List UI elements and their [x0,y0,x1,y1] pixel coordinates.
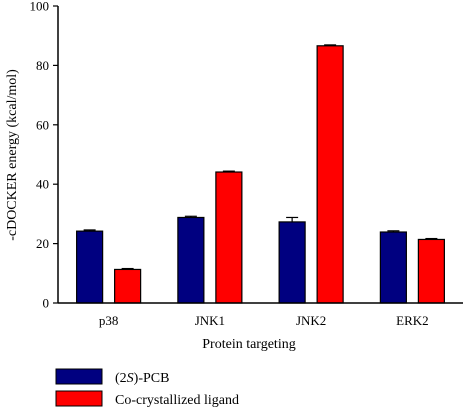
x-axis-title: Protein targeting [202,337,295,352]
legend-swatch-series-2 [55,390,103,407]
x-tick-label-p38: p38 [99,313,119,328]
x-axis-ticks: p38 JNK1 JNK2 ERK2 [99,313,429,328]
bar-series-1-JNK1 [177,216,205,304]
bar-series-2-JNK2 [316,45,344,304]
bar-series-1-JNK2 [278,221,306,304]
y-tick-label: 20 [36,236,49,251]
legend-label-series-1: (2S)-PCB [115,371,169,386]
bars-group [76,44,445,304]
x-tick-label-JNK2: JNK2 [296,313,326,328]
y-tick-label: 0 [43,296,50,311]
bar-series-2-ERK2 [417,238,445,304]
legend-label-series-2: Co-crystallized ligand [115,393,239,408]
bar-series-1-ERK2 [379,231,407,304]
y-axis-title: -cDOCKER energy (kcal/mol) [5,69,20,241]
y-tick-label: 100 [30,0,50,14]
x-tick-label-ERK2: ERK2 [396,313,429,328]
legend-swatch-series-1 [55,368,103,385]
axes-group [57,6,463,304]
x-tick-label-JNK1: JNK1 [195,313,225,328]
y-tick-label: 40 [36,177,49,192]
bar-series-2-JNK1 [215,171,243,304]
bar-series-1-p38 [76,230,104,304]
y-axis-ticks: 0 20 40 60 80 100 [30,0,58,311]
bar-series-2-p38 [114,268,142,304]
legend: (2S)-PCB Co-crystallized ligand [55,368,239,408]
y-tick-label: 60 [36,117,49,132]
y-tick-label: 80 [36,58,49,73]
